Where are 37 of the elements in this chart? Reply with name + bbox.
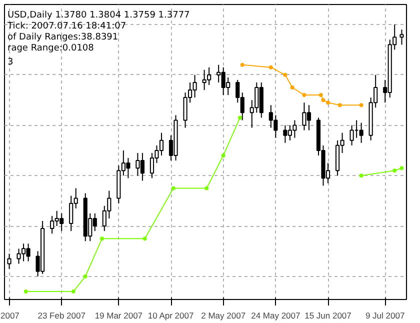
point — [100, 236, 104, 241]
point — [240, 62, 244, 67]
x-tick-label: 23 Feb 2007 — [38, 310, 86, 320]
x-tick-label: 2 May 2007 — [201, 310, 246, 320]
point — [83, 274, 88, 278]
annotation: 3 — [8, 58, 14, 68]
point — [326, 100, 330, 105]
annotation: Tick: 2007.07.16 18:41:07 — [6, 22, 126, 32]
candlestick — [359, 122, 364, 144]
x-tick-label: 19 Mar 2007 — [94, 310, 143, 320]
point — [283, 72, 288, 77]
x-tick-label: 15 Jun 2007 — [304, 310, 352, 320]
annotation: rage Range:0.0108 — [8, 44, 94, 54]
point — [359, 174, 364, 178]
point — [171, 186, 176, 190]
point — [338, 103, 342, 108]
x-tick-label: 10 Apr 2007 — [148, 310, 194, 320]
point — [318, 93, 323, 98]
x-tick-label: 24 May 2007 — [251, 310, 301, 320]
candlestick — [350, 124, 354, 146]
candlestick — [400, 29, 404, 46]
candlestick — [7, 253, 12, 270]
point — [290, 85, 294, 90]
point — [359, 103, 364, 108]
annotation: of Daily Ranges:38.8391 — [8, 32, 118, 42]
point — [204, 186, 209, 190]
chart-title: USD,Daily 1.3780 1.3804 1.3759 1.3777 — [8, 10, 190, 20]
point — [142, 236, 147, 241]
point — [268, 65, 273, 70]
point — [321, 98, 326, 102]
point — [221, 153, 226, 158]
x-tick-label: 9 Jul 2007 — [365, 310, 405, 320]
point — [400, 166, 404, 170]
x-tick-label: 2007 — [0, 310, 20, 320]
point — [238, 116, 242, 120]
point — [392, 168, 397, 173]
point — [302, 93, 306, 98]
